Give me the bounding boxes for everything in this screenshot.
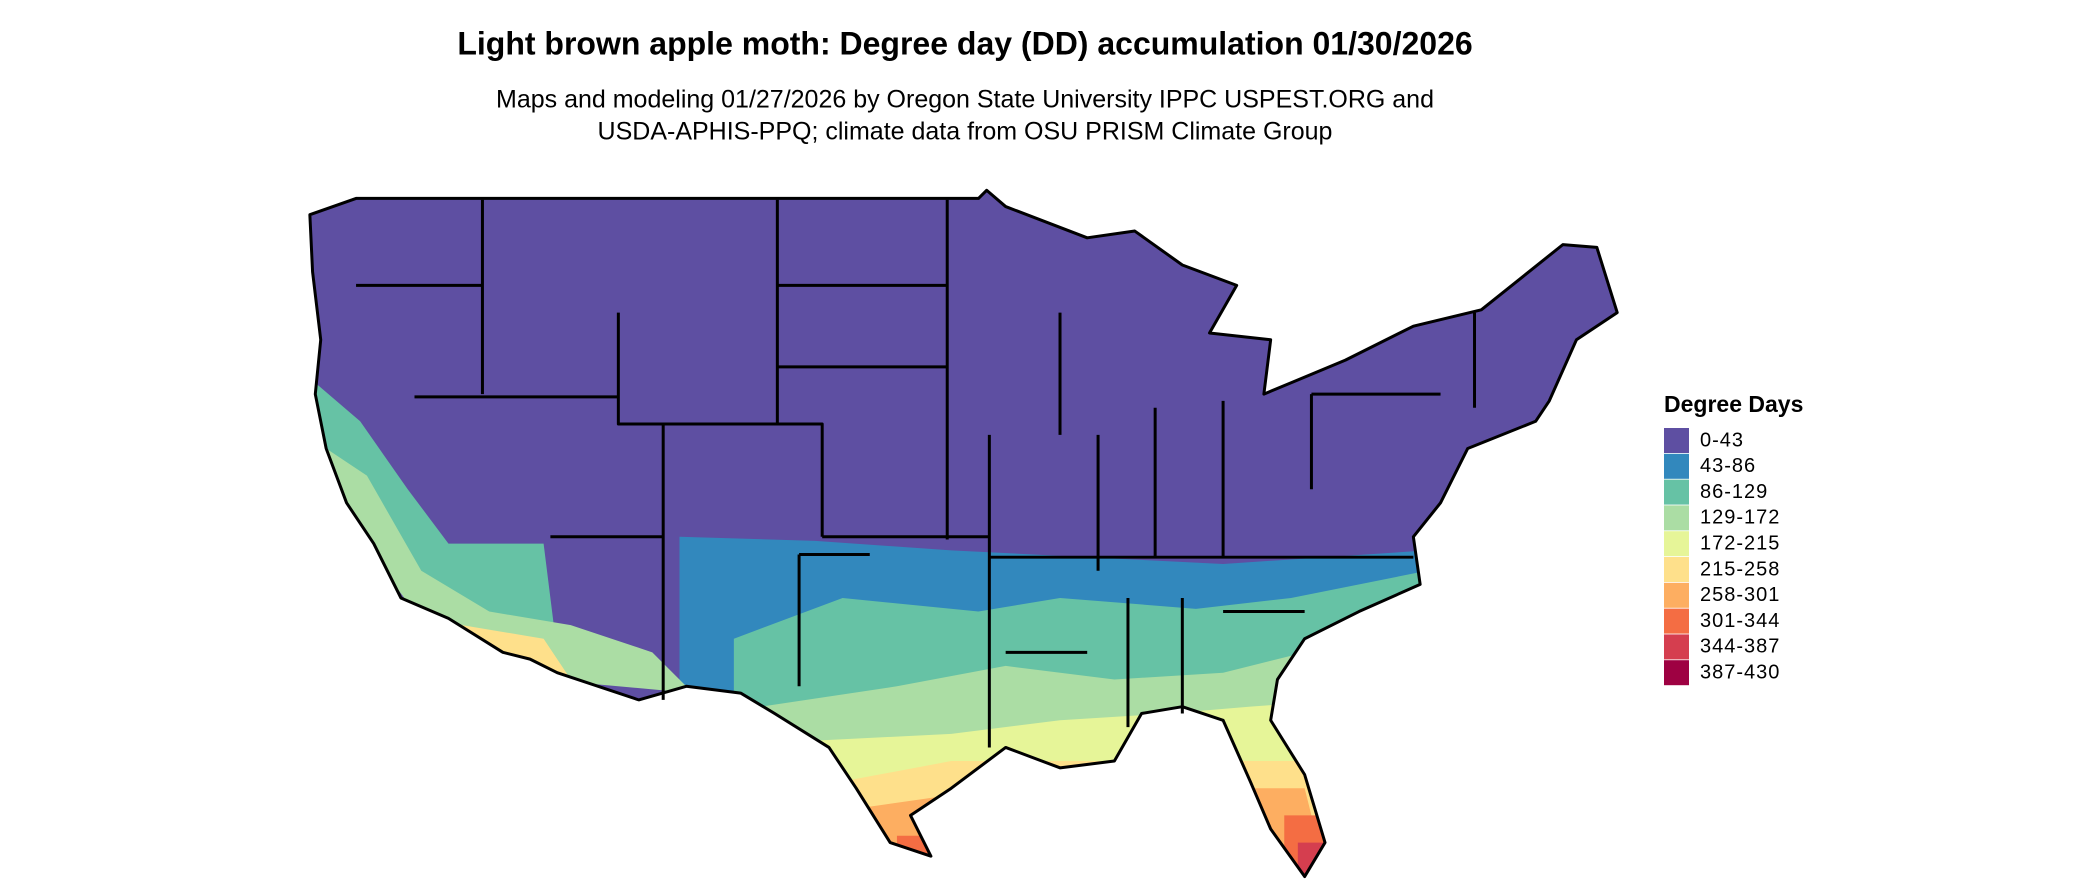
subtitle-line: Maps and modeling 01/27/2026 by Oregon S… (496, 86, 1434, 114)
legend-label: 215-258 (1700, 558, 1780, 580)
legend: 0-43 43-86 86-129 129-172 172-215 215-258 258-… (1664, 428, 1780, 686)
legend-swatch (1664, 531, 1689, 557)
zone (896, 815, 1332, 877)
subtitle-line: USDA-APHIS-PPQ; climate data from OSU PR… (598, 118, 1333, 146)
legend-label: 344-387 (1700, 636, 1780, 658)
legend-label: 387-430 (1700, 661, 1780, 683)
legend-label: 301-344 (1700, 610, 1780, 632)
legend-swatch (1664, 634, 1689, 660)
zone (312, 380, 558, 653)
legend-label: 129-172 (1700, 507, 1780, 529)
legend-swatch (1664, 582, 1689, 608)
legend-swatch (1664, 557, 1689, 582)
map-title: Light brown apple moth: Degree day (DD) … (457, 25, 1472, 61)
legend-label: 43-86 (1700, 455, 1756, 477)
legend-swatch (1664, 428, 1689, 453)
legend-label: 172-215 (1700, 532, 1780, 554)
legend-label: 86-129 (1700, 481, 1768, 503)
legend-label: 0-43 (1700, 429, 1744, 451)
legend-swatch (1664, 608, 1689, 634)
zone (1297, 842, 1332, 877)
legend-swatch (1664, 660, 1689, 686)
legend-swatch (1664, 453, 1689, 479)
legend-title: Degree Days (1664, 391, 1803, 417)
legend-label: 258-301 (1700, 584, 1780, 606)
legend-swatch (1664, 505, 1689, 531)
legend-swatch (1664, 479, 1689, 505)
zone (842, 761, 1427, 877)
state-borders (356, 199, 1477, 748)
us-map (308, 188, 1619, 879)
